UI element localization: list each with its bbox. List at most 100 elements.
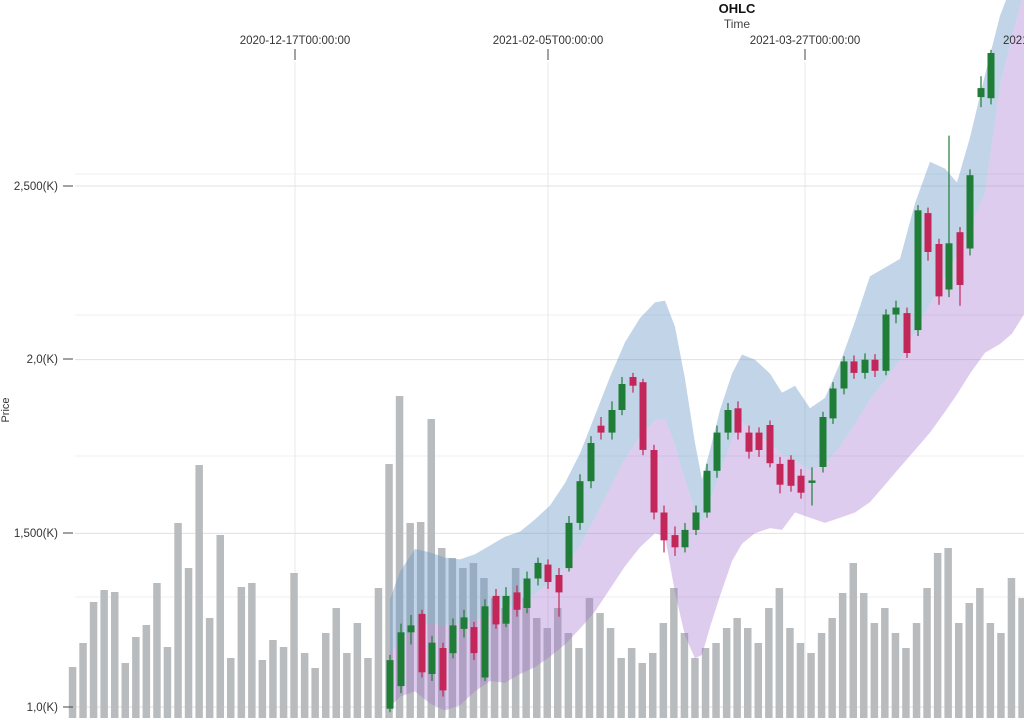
candle-up (428, 642, 436, 674)
volume-bar (522, 598, 530, 718)
volume-bar (353, 623, 362, 718)
volume-bar (870, 623, 879, 718)
volume-bar (1007, 578, 1016, 718)
volume-bar (849, 563, 857, 718)
candle-down (924, 213, 932, 252)
candle-up (397, 632, 405, 687)
candle-up (565, 522, 573, 569)
volume-bar (944, 548, 952, 718)
candle-down (776, 463, 784, 485)
candle-down (956, 232, 964, 285)
candle-up (840, 361, 848, 389)
y-tick-label: 2,0(K) (27, 354, 58, 366)
volume-bar (891, 633, 900, 718)
volume-bar (923, 588, 931, 718)
volume-bar (902, 648, 910, 718)
volume-bar (817, 633, 826, 718)
volume-bar (248, 583, 256, 718)
candle-up (987, 53, 995, 99)
x-tick-label: 2021-02-05T00:00:00 (493, 35, 604, 47)
volume-bar (744, 628, 752, 718)
candle-down (935, 244, 943, 297)
candle-up (914, 210, 922, 331)
candle-up (523, 578, 531, 608)
volume-bar (216, 535, 224, 718)
volume-bar (163, 647, 172, 718)
candle-up (819, 417, 827, 467)
volume-bar (701, 648, 710, 718)
candle-down (755, 432, 763, 450)
volume-bar (121, 663, 129, 718)
candle-down (671, 535, 679, 548)
volume-bar (184, 568, 193, 718)
volume-bar (659, 623, 668, 718)
volume-bar (933, 553, 942, 718)
candle-down (871, 359, 879, 371)
candle-up (808, 480, 816, 483)
volume-bar (680, 633, 689, 718)
volume-bar (153, 583, 161, 718)
candle-up (502, 595, 510, 624)
volume-bar (1018, 598, 1024, 718)
volume-bar (279, 647, 288, 718)
candle-up (587, 443, 595, 482)
volume-bar (786, 628, 794, 718)
candle-down (766, 425, 774, 464)
candle-down (850, 361, 858, 373)
volume-bar (343, 653, 351, 718)
volume-bar (627, 648, 636, 718)
volume-bar (912, 623, 921, 718)
volume-bar (712, 643, 720, 718)
y-tick-label: 1,500(K) (14, 528, 58, 540)
candle-down (639, 382, 647, 450)
volume-bar (511, 568, 520, 718)
volume-bar (955, 623, 963, 718)
candle-down (660, 512, 668, 541)
volume-bar (395, 396, 404, 718)
candle-down (787, 459, 795, 486)
volume-bar (554, 608, 562, 718)
volume-bar (585, 598, 594, 718)
volume-bar (269, 640, 277, 718)
volume-bar (976, 588, 984, 718)
y-tick-label: 1,0(K) (27, 702, 58, 714)
volume-bar (68, 667, 77, 718)
volume-bar (322, 633, 330, 718)
volume-bar (501, 608, 509, 718)
volume-bar (490, 598, 499, 718)
candle-up (449, 625, 457, 654)
volume-bar (195, 465, 203, 718)
x-tick-label: 2020-12-17T00:00:00 (240, 35, 351, 47)
candle-down (439, 648, 447, 691)
candle-up (618, 384, 626, 410)
volume-bar (765, 608, 773, 718)
candle-down (544, 564, 552, 582)
candle-up (460, 617, 468, 629)
volume-bar (796, 643, 805, 718)
candle-up (966, 175, 974, 249)
volume-bar (722, 628, 731, 718)
volume-bar (111, 592, 119, 718)
volume-bar (300, 653, 309, 718)
volume-bar (427, 419, 435, 718)
volume-bar (638, 663, 646, 718)
volume-bar (965, 603, 973, 718)
volume-bar (828, 618, 836, 718)
volume-bar (89, 602, 98, 718)
volume-bar (533, 618, 541, 718)
volume-bar (142, 625, 151, 718)
volume-bar (100, 590, 108, 718)
chart-title: OHLC (718, 1, 756, 16)
candle-down (513, 592, 521, 610)
volume-bar (733, 618, 741, 718)
candle-down (745, 432, 753, 452)
volume-bar (775, 588, 784, 718)
candle-up (576, 481, 584, 523)
chart-subtitle: Time (723, 17, 751, 31)
volume-bar (691, 658, 699, 718)
volume-bar (649, 653, 657, 718)
volume-bar (227, 658, 235, 718)
candle-up (407, 625, 415, 633)
candle-down (797, 475, 805, 493)
